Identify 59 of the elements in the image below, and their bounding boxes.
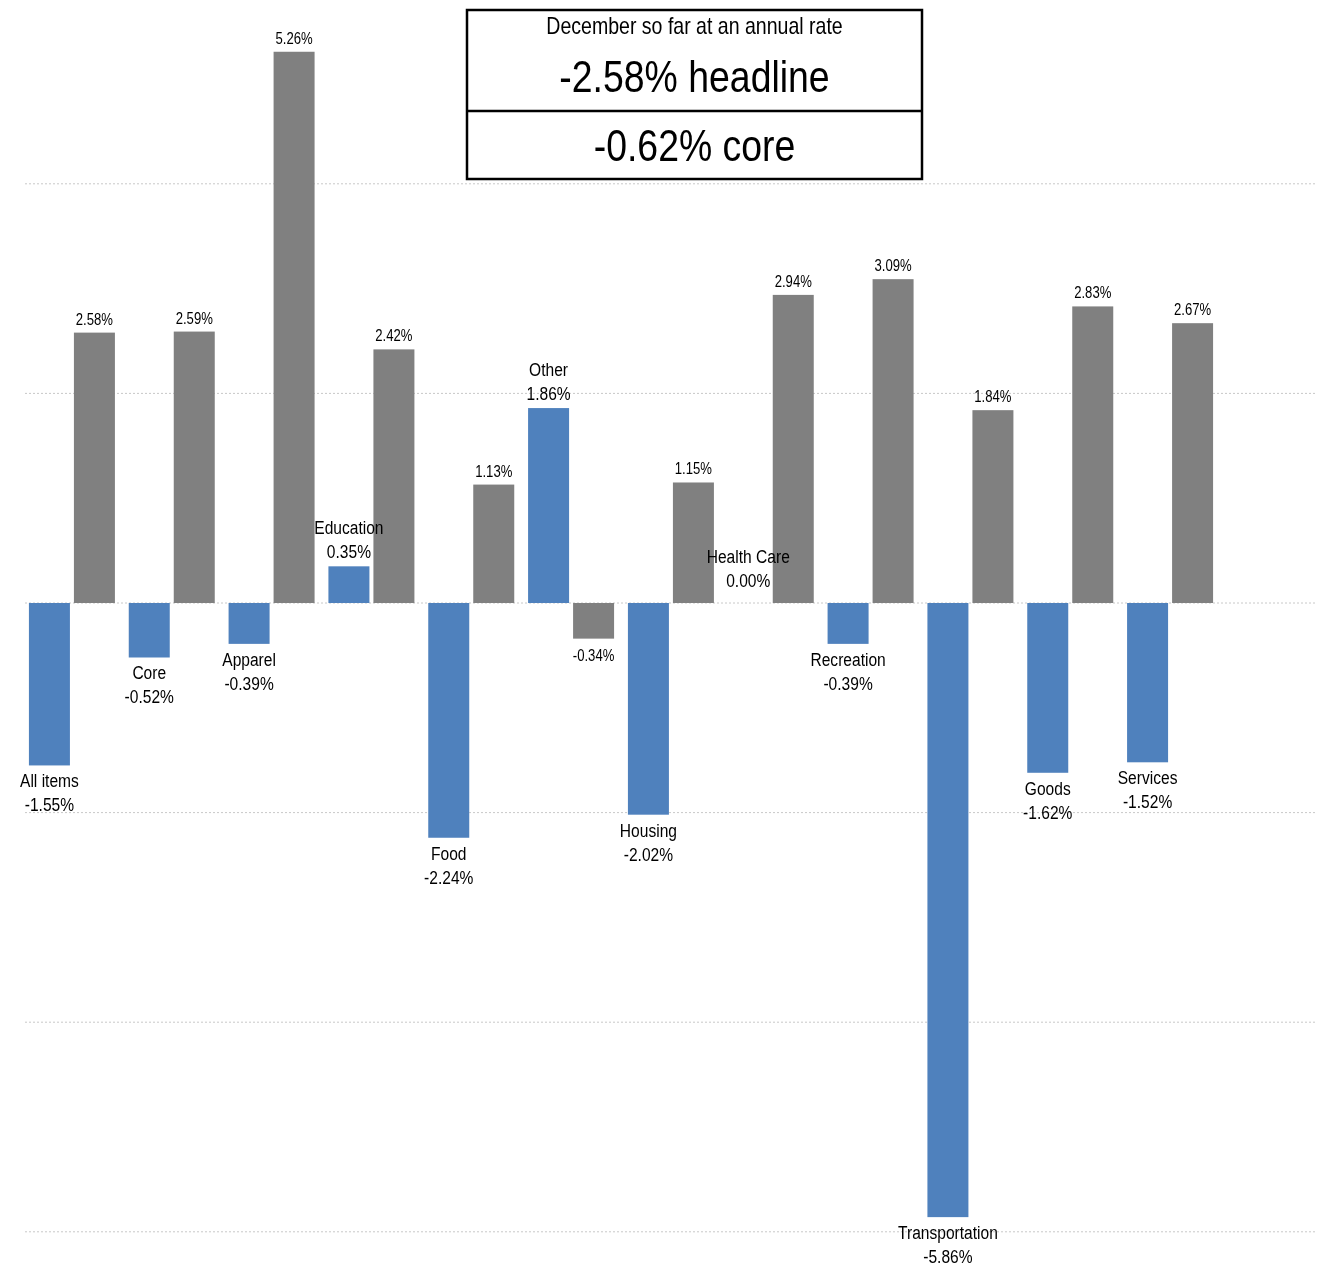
bar (328, 566, 370, 603)
x-tick-label: All items (20, 769, 80, 792)
data-label: 1.84% (974, 387, 1012, 406)
bar (1072, 306, 1114, 603)
x-tick-label: Other (529, 358, 569, 381)
bar (228, 603, 270, 644)
x-tick-label: Recreation (810, 648, 886, 671)
bar (473, 484, 515, 603)
data-label: -0.39% (823, 672, 873, 695)
x-tick-label: Food (431, 842, 467, 865)
chart-title: December so far at an annual rate (546, 13, 843, 40)
data-label: 2.59% (175, 309, 213, 327)
data-label: 2.67% (1173, 300, 1212, 319)
data-label: -0.39% (224, 672, 274, 695)
bar (28, 603, 70, 766)
data-label: 2.83% (1074, 284, 1112, 302)
x-tick-label: Transportation (898, 1221, 998, 1244)
data-label: -0.34% (572, 646, 615, 664)
x-tick-label: Health Care (706, 545, 790, 568)
x-tick-label: Core (132, 662, 167, 684)
bar (1027, 603, 1069, 773)
data-label: 1.13% (475, 462, 513, 480)
bar (573, 603, 615, 639)
x-tick-label: Education (314, 516, 384, 539)
bar (73, 332, 115, 603)
bar (927, 603, 969, 1218)
data-label: 0.00% (726, 569, 771, 592)
data-label: -2.24% (424, 866, 474, 889)
data-label: -2.02% (623, 843, 674, 866)
data-label: -1.62% (1023, 801, 1073, 824)
data-label: 2.42% (375, 327, 413, 345)
data-label: 5.26% (275, 29, 313, 48)
x-tick-label: Apparel (222, 648, 276, 671)
data-label: -0.52% (124, 686, 174, 708)
annotation: -2.58% headline (559, 52, 830, 102)
bar (173, 331, 215, 603)
bar (428, 603, 470, 838)
data-label: -5.86% (923, 1245, 973, 1268)
bar (827, 603, 869, 644)
bar (1172, 323, 1214, 603)
x-tick-label: Goods (1024, 777, 1071, 800)
bar (528, 408, 570, 603)
bar (872, 279, 914, 603)
bar (1127, 603, 1169, 763)
data-label: -1.55% (24, 793, 75, 816)
bar (128, 603, 170, 658)
x-tick-label: Housing (619, 819, 677, 842)
data-label: 1.15% (674, 460, 713, 478)
x-tick-label: Services (1117, 766, 1178, 789)
annotation: -0.62% core (593, 121, 796, 171)
data-label: 2.58% (75, 310, 114, 328)
data-label: 0.35% (326, 540, 371, 563)
data-label: 1.86% (526, 382, 571, 405)
data-label: -1.52% (1122, 790, 1173, 813)
bar (972, 410, 1014, 603)
bar (273, 51, 315, 603)
data-label: 2.94% (774, 272, 812, 291)
data-label: 3.09% (874, 256, 912, 275)
bar (627, 603, 669, 815)
